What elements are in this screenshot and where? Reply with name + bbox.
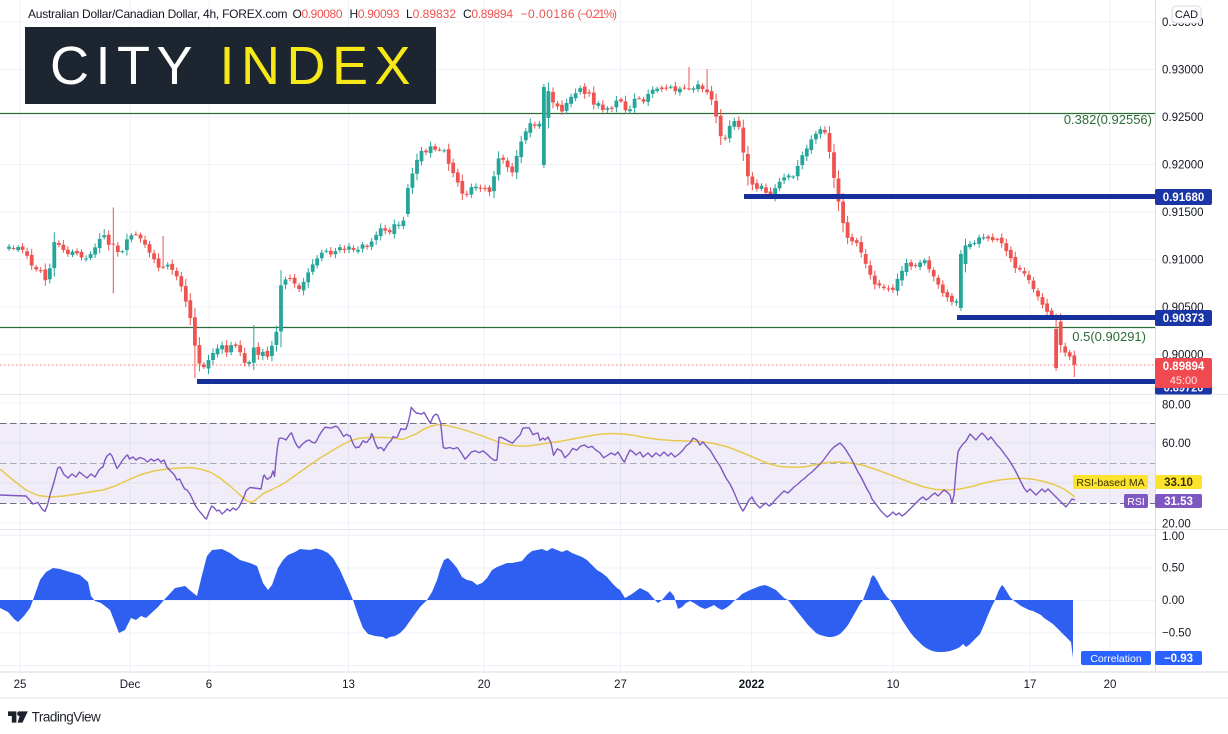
svg-text:C0.89894: C0.89894	[463, 7, 513, 21]
svg-text:Correlation: Correlation	[1090, 653, 1142, 665]
svg-text:(−0.21%): (−0.21%)	[578, 7, 618, 21]
svg-text:17: 17	[1024, 679, 1037, 691]
svg-text:6: 6	[206, 679, 212, 691]
svg-text:60.00: 60.00	[1162, 438, 1191, 450]
svg-text:0.93000: 0.93000	[1162, 65, 1204, 77]
svg-text:20: 20	[1104, 679, 1117, 691]
svg-text:0.91500: 0.91500	[1162, 207, 1204, 219]
svg-text:O0.90080: O0.90080	[293, 7, 343, 21]
svg-text:RSI: RSI	[1127, 496, 1145, 508]
svg-text:20.00: 20.00	[1162, 519, 1191, 531]
svg-text:Dec: Dec	[120, 679, 141, 691]
svg-text:0.00: 0.00	[1162, 595, 1184, 607]
svg-text:2022: 2022	[739, 679, 765, 691]
svg-text:20: 20	[478, 679, 491, 691]
svg-text:−0.00186: −0.00186	[521, 7, 575, 21]
svg-text:1.00: 1.00	[1162, 531, 1184, 543]
svg-text:−0.50: −0.50	[1162, 628, 1191, 640]
svg-text:45:00: 45:00	[1170, 375, 1198, 387]
svg-text:RSI-based MA: RSI-based MA	[1076, 477, 1144, 489]
svg-text:−0.93: −0.93	[1164, 653, 1193, 665]
svg-text:H0.90093: H0.90093	[350, 7, 400, 21]
svg-text:0.90373: 0.90373	[1163, 313, 1205, 325]
svg-text:13: 13	[342, 679, 355, 691]
svg-text:0.92500: 0.92500	[1162, 112, 1204, 124]
svg-text:Australian Dollar/Canadian Dol: Australian Dollar/Canadian Dollar, 4h, F…	[28, 7, 288, 21]
svg-text:33.10: 33.10	[1164, 477, 1193, 489]
svg-text:0.91000: 0.91000	[1162, 255, 1204, 267]
svg-text:0.5(0.90291): 0.5(0.90291)	[1072, 329, 1146, 344]
svg-text:0.50: 0.50	[1162, 563, 1184, 575]
svg-text:10: 10	[887, 679, 900, 691]
svg-text:TradingView: TradingView	[32, 710, 101, 725]
svg-text:27: 27	[614, 679, 627, 691]
svg-text:0.89894: 0.89894	[1163, 361, 1205, 373]
svg-text:0.91680: 0.91680	[1163, 192, 1205, 204]
svg-text:CITY INDEX: CITY INDEX	[50, 36, 417, 96]
svg-text:31.53: 31.53	[1164, 496, 1193, 508]
svg-text:25: 25	[14, 679, 27, 691]
svg-text:CAD: CAD	[1175, 9, 1198, 21]
svg-text:L0.89832: L0.89832	[406, 7, 456, 21]
svg-text:0.92000: 0.92000	[1162, 160, 1204, 172]
svg-text:80.00: 80.00	[1162, 400, 1191, 412]
svg-text:0.382(0.92556): 0.382(0.92556)	[1064, 112, 1152, 127]
